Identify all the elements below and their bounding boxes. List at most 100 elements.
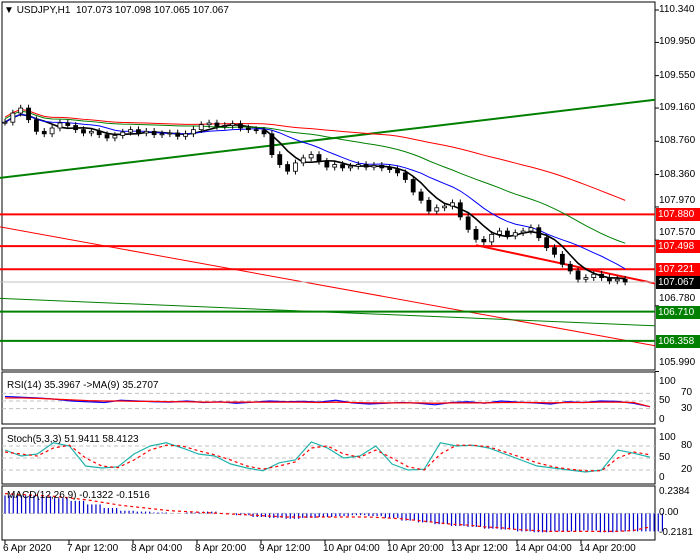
candle-body [214,122,220,127]
rsi-axis-label: 0 [659,414,665,425]
candle-body [245,127,251,131]
candle-body [151,130,157,136]
candle-body [88,130,94,134]
candle-body [575,270,581,280]
candle-body [316,154,322,162]
candle-body [371,164,377,168]
candle-body [379,164,385,169]
candle-body [175,132,181,137]
candle-body [190,129,196,135]
candle-body [81,129,86,134]
candle-body [347,165,353,169]
candle-body [504,230,510,237]
macd-axis-label: -0.2181 [659,527,693,538]
candle-body [73,125,79,131]
candle-body [136,129,141,134]
candle-body [520,230,526,234]
level-price-tag: 107.221 [656,263,700,277]
chart-header: ▼ USDJPY,H1 107.073 107.098 107.065 107.… [4,5,229,17]
macd-axis-label: 0.2384 [659,486,690,497]
time-axis-label: 10 Apr 04:00 [323,543,380,554]
candle-body [599,273,604,278]
candle-body [96,130,102,136]
candle-body [285,164,291,172]
candle-body [41,130,47,135]
macd-label: MACD(12,26,9) -0.1322 -0.1516 [7,490,150,501]
candle-body [489,233,495,243]
candle-body [230,123,236,126]
candle-body [410,179,416,193]
stoch-axis-label: 50 [659,452,671,463]
candle-body [536,227,542,239]
candle-body [2,121,8,124]
rsi-panel-frame [1,371,656,425]
level-price-tag: 107.067 [656,275,700,289]
candle-body [442,205,448,209]
candle-body [591,273,597,278]
price-axis-label: 110.340 [659,4,695,15]
moving-average-5 [4,113,626,280]
candle-body [238,123,243,129]
main-panel-frame [1,1,656,371]
stoch-signal-line [4,444,651,472]
macd-axis-label: 0.00 [659,507,679,519]
candle-body [65,122,71,126]
candle-body [222,125,228,127]
rsi-line [4,395,651,408]
symbol-label: USDJPY,H1 [16,5,71,16]
candle-body [112,135,118,139]
price-axis-label: 108.760 [659,135,696,147]
trendline [0,98,656,179]
candle-body [293,162,298,172]
moving-average-12 [4,113,626,270]
rsi-axis-label: 70 [681,387,693,399]
rsi-axis-label: 30 [681,402,693,414]
ohlc-values: 107.073 107.098 107.065 107.067 [75,5,229,16]
candle-body [614,278,620,282]
time-axis-label: 7 Apr 12:00 [67,543,119,554]
time-axis-label: 14 Apr 04:00 [515,543,572,554]
price-axis-label: 107.570 [659,227,696,239]
stoch-axis-label: 100 [659,432,676,443]
candle-body [340,164,345,169]
level-price-tag: 107.880 [656,208,700,222]
candle-body [355,164,361,167]
collapse-triangle-icon[interactable]: ▼ [4,5,14,16]
candle-body [269,133,275,155]
price-axis-label: 109.160 [659,102,696,114]
time-axis-label: 13 Apr 12:00 [451,543,508,554]
time-axis-label: 10 Apr 20:00 [387,543,444,554]
candle-body [622,278,628,283]
candle-body [183,133,188,137]
candle-body [457,202,463,218]
candle-body [387,167,393,170]
level-price-tag: 107.498 [656,240,700,254]
candle-body [277,154,283,165]
candle-body [583,277,589,280]
candle-body [567,263,573,272]
candle-body [253,129,259,132]
candle-body [57,122,63,129]
candle-body [159,133,165,136]
candle-body [120,131,126,136]
trendline [0,226,656,347]
candle-body [512,232,518,237]
candle-body [465,216,471,230]
price-axis-label: 109.550 [659,69,696,81]
moving-average-50 [4,108,626,201]
candle-body [143,130,149,134]
price-axis-label: 108.360 [659,168,696,180]
candle-body [559,253,565,265]
candle-body [49,127,55,135]
candle-body [308,154,314,159]
candle-body [528,227,534,232]
candle-body [18,107,24,114]
candle-body [544,237,550,249]
candle-body [104,134,110,139]
level-price-tag: 106.358 [656,334,700,348]
candle-body [450,202,455,207]
candle-body [481,238,487,243]
time-axis-label: 8 Apr 20:00 [195,543,247,554]
